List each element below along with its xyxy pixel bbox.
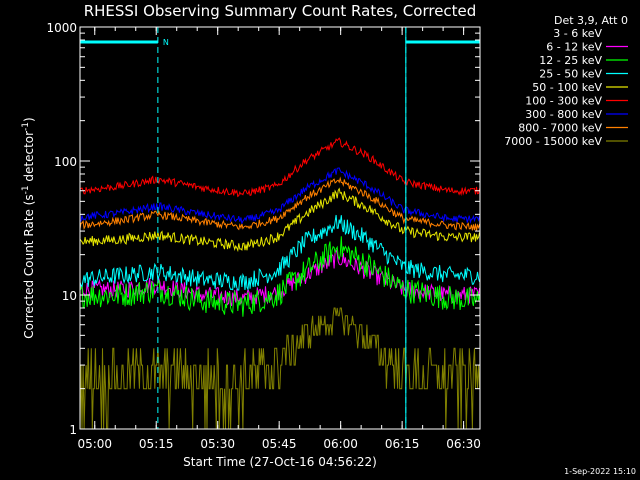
- y-tick-label: 1000: [46, 21, 77, 35]
- series-line: [79, 167, 481, 226]
- x-tick-label: 06:15: [385, 437, 420, 451]
- legend-header: Det 3,9, Att 0: [554, 14, 628, 27]
- legend-entry-label: 3 - 6 keV: [553, 27, 602, 40]
- legend-entry-label: 50 - 100 keV: [532, 81, 602, 94]
- x-tick-label: 06:00: [323, 437, 358, 451]
- legend-entry-label: 7000 - 15000 keV: [504, 135, 602, 148]
- x-axis-label: Start Time (27-Oct-16 04:56:22): [183, 455, 377, 469]
- series-line: [79, 176, 481, 231]
- series-line: [79, 236, 481, 317]
- series-layer: [79, 137, 481, 430]
- legend-entry-label: 25 - 50 keV: [539, 68, 602, 81]
- timestamp: 1-Sep-2022 15:10: [564, 467, 636, 476]
- y-tick-label: 100: [54, 155, 77, 169]
- chart-title: RHESSI Observing Summary Count Rates, Co…: [84, 2, 477, 20]
- series-line: [79, 187, 481, 253]
- x-axis: 05:00 05:15 05:30 05:45 06:00 06:15 06:30: [77, 27, 481, 451]
- series-line: [79, 137, 481, 198]
- x-tick-label: 06:30: [446, 437, 481, 451]
- legend-entry-label: 100 - 300 keV: [525, 95, 602, 108]
- x-tick-label: 05:45: [262, 437, 297, 451]
- y-tick-label: 1: [69, 423, 77, 437]
- legend-entry-label: 300 - 800 keV: [525, 108, 602, 121]
- x-tick-label: 05:00: [77, 437, 112, 451]
- series-line: [79, 307, 481, 430]
- y-tick-label: 10: [62, 289, 77, 303]
- plot-frame: [79, 26, 481, 430]
- x-tick-label: 05:15: [139, 437, 174, 451]
- y-axis-label: Corrected Count Rate (s-1 detector-1): [21, 117, 36, 338]
- legend-entry-label: 12 - 25 keV: [539, 54, 602, 67]
- legend-entry-label: 6 - 12 keV: [546, 41, 602, 54]
- series-line: [79, 214, 481, 292]
- legend-entry-label: 800 - 7000 keV: [518, 122, 602, 135]
- y-axis: 1 10 100 1000: [46, 21, 480, 437]
- x-tick-label: 05:30: [200, 437, 235, 451]
- night-label: N: [163, 38, 169, 47]
